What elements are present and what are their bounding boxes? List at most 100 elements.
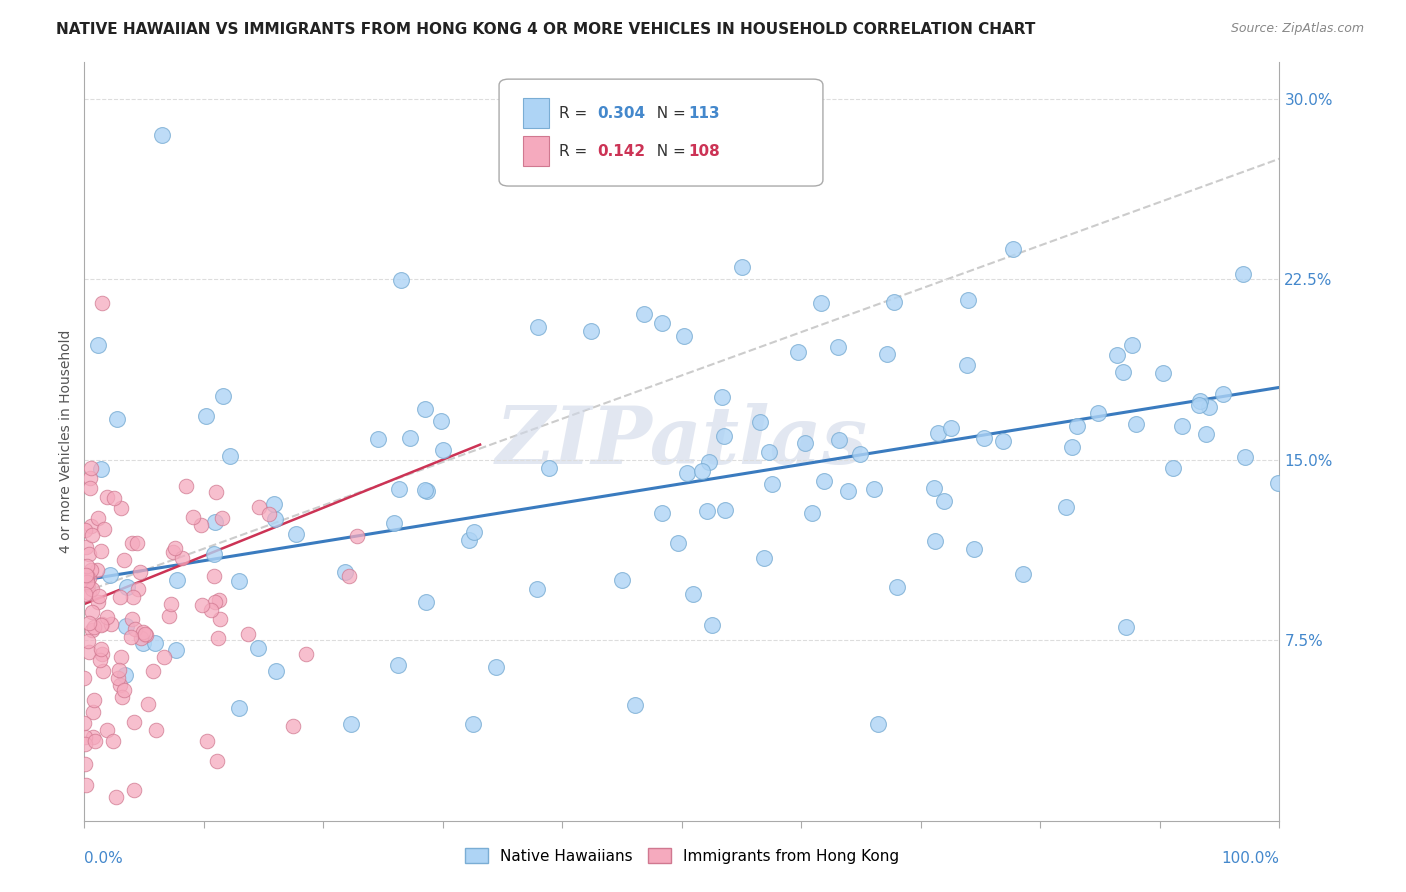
Point — [181, 509, 204, 524]
Point — [228, 701, 250, 715]
Point — [246, 641, 269, 656]
Point — [79, 471, 101, 485]
Point — [281, 719, 304, 733]
Point — [236, 627, 259, 641]
Point — [170, 551, 193, 566]
Point — [91, 647, 114, 661]
Point — [1232, 267, 1254, 281]
Point — [76, 569, 98, 583]
Point — [82, 582, 104, 596]
Point — [73, 730, 96, 744]
Point — [90, 618, 112, 632]
Point — [886, 580, 908, 594]
Point — [75, 757, 97, 772]
Point — [110, 501, 132, 516]
Point — [135, 628, 157, 642]
Point — [758, 445, 780, 459]
Point — [633, 307, 655, 321]
Point — [257, 507, 280, 521]
Point — [432, 442, 454, 457]
Point — [285, 527, 308, 541]
Point — [666, 535, 689, 549]
Point — [991, 434, 1014, 448]
Point — [77, 644, 100, 658]
Point — [91, 617, 114, 632]
Point — [787, 345, 810, 359]
Point — [713, 429, 735, 443]
Point — [108, 663, 131, 677]
Point — [461, 717, 484, 731]
Point — [1011, 566, 1033, 581]
Point — [1111, 365, 1133, 379]
Text: NATIVE HAWAIIAN VS IMMIGRANTS FROM HONG KONG 4 OR MORE VEHICLES IN HOUSEHOLD COR: NATIVE HAWAIIAN VS IMMIGRANTS FROM HONG … — [56, 22, 1036, 37]
Point — [84, 733, 107, 747]
Point — [90, 641, 112, 656]
Legend: Native Hawaiians, Immigrants from Hong Kong: Native Hawaiians, Immigrants from Hong K… — [458, 842, 905, 870]
Point — [132, 636, 155, 650]
Point — [1188, 394, 1211, 409]
Point — [485, 660, 508, 674]
Bar — [523, 136, 550, 166]
Point — [963, 541, 986, 556]
Point — [202, 547, 225, 561]
Text: 0.0%: 0.0% — [84, 851, 124, 866]
Point — [82, 731, 104, 745]
Point — [696, 504, 718, 518]
Point — [463, 524, 485, 539]
Point — [263, 512, 285, 526]
Point — [124, 715, 146, 730]
Point — [91, 665, 114, 679]
Point — [399, 431, 422, 445]
Point — [79, 519, 101, 533]
Point — [207, 632, 229, 646]
Point — [1171, 418, 1194, 433]
Point — [922, 481, 945, 495]
Point — [924, 534, 946, 549]
Point — [883, 295, 905, 310]
Point — [112, 683, 135, 698]
Point — [165, 643, 187, 657]
Point — [131, 631, 153, 645]
Point — [527, 320, 550, 334]
Point — [389, 273, 412, 287]
Point — [80, 563, 103, 577]
Point — [174, 479, 197, 493]
Point — [430, 414, 453, 428]
Point — [160, 597, 183, 611]
Point — [1060, 440, 1083, 454]
Point — [1054, 500, 1077, 515]
Point — [191, 598, 214, 612]
Text: 100.0%: 100.0% — [1222, 851, 1279, 866]
Text: R =: R = — [558, 144, 592, 159]
Text: Source: ZipAtlas.com: Source: ZipAtlas.com — [1230, 22, 1364, 36]
Point — [134, 626, 156, 640]
Point — [941, 420, 963, 434]
Point — [117, 581, 139, 595]
Point — [1121, 338, 1143, 352]
Point — [75, 778, 97, 792]
Point — [932, 493, 955, 508]
Point — [624, 698, 647, 712]
Point — [956, 358, 979, 372]
Point — [120, 631, 142, 645]
Point — [228, 574, 250, 588]
Point — [1267, 476, 1289, 491]
Point — [337, 569, 360, 583]
Point — [219, 449, 242, 463]
Point — [121, 612, 143, 626]
Point — [837, 483, 859, 498]
Point — [714, 502, 737, 516]
Point — [927, 425, 949, 440]
Point — [87, 338, 110, 352]
Point — [77, 615, 100, 630]
Point — [96, 723, 118, 738]
Point — [692, 464, 714, 478]
Point — [761, 477, 783, 491]
Point — [110, 678, 132, 692]
Point — [956, 293, 979, 307]
Point — [124, 622, 146, 636]
Y-axis label: 4 or more Vehicles in Household: 4 or more Vehicles in Household — [59, 330, 73, 553]
Point — [90, 544, 112, 558]
Text: ZIPatlas: ZIPatlas — [496, 403, 868, 480]
Point — [413, 402, 436, 417]
